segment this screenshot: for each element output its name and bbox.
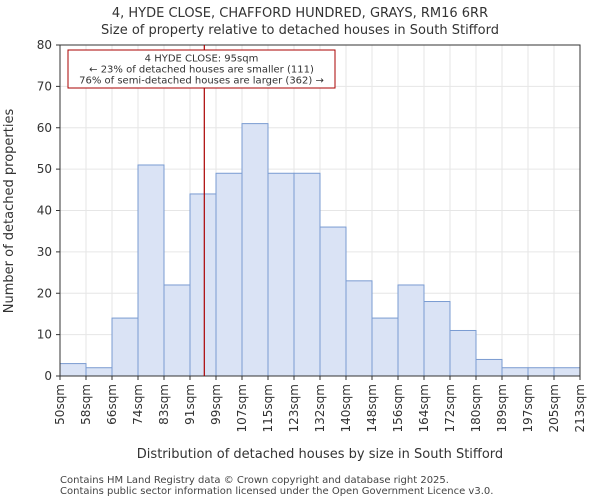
bar-6 [215, 172, 243, 377]
y-tick-label-0: 0 [44, 369, 52, 383]
x-tick-label-20: 213sqm [573, 384, 587, 432]
x-tick-label-1: 58sqm [79, 384, 93, 425]
x-tick-label-7: 107sqm [235, 384, 249, 432]
bars [59, 123, 581, 377]
y-tick-label-2: 20 [37, 286, 52, 300]
chart-subtitle: Size of property relative to detached ho… [101, 23, 499, 38]
x-tick-label-8: 115sqm [261, 384, 275, 432]
bar-0 [59, 363, 87, 377]
annotation-box: 4 HYDE CLOSE: 95sqm ← 23% of detached ho… [67, 49, 336, 89]
x-tick-label-14: 164sqm [417, 384, 431, 432]
x-tick-label-19: 205sqm [547, 384, 561, 432]
bar-9 [293, 172, 321, 377]
bar-3 [137, 164, 165, 377]
y-tick-label-8: 80 [37, 38, 52, 52]
x-tick-label-4: 83sqm [157, 384, 171, 425]
y-axis-ticks: 0 10 20 30 40 50 60 70 80 [37, 38, 60, 383]
x-tick-label-9: 123sqm [287, 384, 301, 432]
x-tick-label-18: 197sqm [521, 384, 535, 432]
x-tick-label-12: 148sqm [365, 384, 379, 432]
y-tick-label-5: 50 [37, 162, 52, 176]
bar-4 [163, 284, 191, 377]
y-tick-label-4: 40 [37, 204, 52, 218]
y-tick-label-6: 60 [37, 121, 52, 135]
bar-5 [189, 193, 217, 377]
x-tick-label-17: 189sqm [495, 384, 509, 432]
x-tick-label-5: 91sqm [183, 384, 197, 425]
bar-7 [241, 123, 269, 377]
x-tick-label-10: 132sqm [313, 384, 327, 432]
y-tick-label-7: 70 [37, 79, 52, 93]
bar-8 [267, 172, 295, 377]
annotation-line-3: 76% of semi-detached houses are larger (… [79, 76, 324, 87]
x-tick-label-3: 74sqm [131, 384, 145, 425]
x-tick-label-13: 156sqm [391, 384, 405, 432]
annotation-line-2: ← 23% of detached houses are smaller (11… [89, 65, 314, 76]
bar-13 [397, 284, 425, 377]
annotation-frame [67, 49, 336, 89]
bar-17 [501, 367, 529, 377]
bar-12 [371, 317, 399, 377]
x-tick-label-11: 140sqm [339, 384, 353, 432]
y-tick-label-1: 10 [37, 328, 52, 342]
y-tick-label-3: 30 [37, 245, 52, 259]
bar-10 [319, 226, 347, 377]
chart-title: 4, HYDE CLOSE, CHAFFORD HUNDRED, GRAYS, … [112, 6, 488, 21]
x-tick-label-16: 180sqm [469, 384, 483, 432]
y-axis-label: Number of detached properties [2, 109, 17, 314]
plot-frame [59, 44, 581, 377]
bar-2 [111, 317, 139, 377]
x-tick-label-6: 99sqm [209, 384, 223, 425]
x-tick-label-2: 66sqm [105, 384, 119, 425]
footer-line-2: Contains public sector information licen… [60, 486, 493, 497]
footer-line-1: Contains HM Land Registry data © Crown c… [60, 475, 449, 486]
bar-1 [85, 367, 113, 377]
bar-14 [423, 301, 451, 377]
bar-16 [475, 358, 503, 377]
x-tick-label-0: 50sqm [53, 384, 67, 425]
bar-19 [553, 367, 581, 377]
bar-18 [527, 367, 555, 377]
x-tick-label-15: 172sqm [443, 384, 457, 432]
bar-15 [449, 329, 477, 377]
annotation-line-1: 4 HYDE CLOSE: 95sqm [145, 54, 259, 65]
bar-11 [345, 280, 373, 377]
x-axis-label: Distribution of detached houses by size … [137, 447, 503, 462]
x-axis-ticks: 50sqm 58sqm 66sqm 74sqm 83sqm 91sqm 99sqm 107sq… [53, 376, 587, 432]
